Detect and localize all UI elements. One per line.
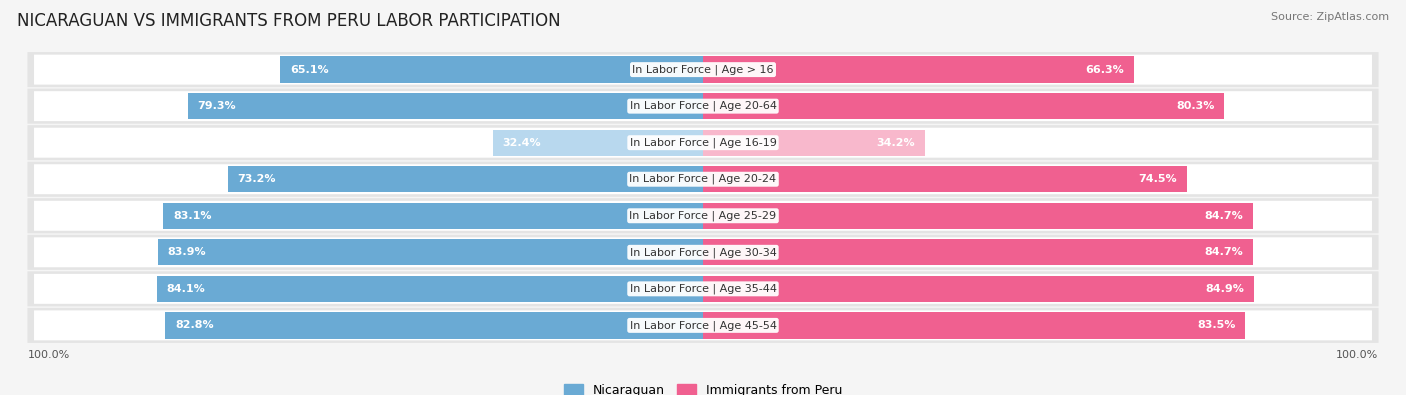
FancyBboxPatch shape [28,308,1378,343]
FancyBboxPatch shape [34,91,1372,121]
Text: 74.5%: 74.5% [1139,174,1177,184]
Text: 65.1%: 65.1% [290,65,329,75]
Bar [166,312,703,339]
Bar [703,130,925,156]
FancyBboxPatch shape [28,88,1378,124]
FancyBboxPatch shape [28,271,1378,307]
Bar [703,203,1253,229]
Text: In Labor Force | Age 20-64: In Labor Force | Age 20-64 [630,101,776,111]
Bar [703,93,1225,119]
Text: In Labor Force | Age 35-44: In Labor Force | Age 35-44 [630,284,776,294]
FancyBboxPatch shape [28,125,1378,160]
Text: 73.2%: 73.2% [238,174,276,184]
Legend: Nicaraguan, Immigrants from Peru: Nicaraguan, Immigrants from Peru [558,379,848,395]
Text: 84.1%: 84.1% [166,284,205,294]
Bar [280,56,703,83]
Text: 79.3%: 79.3% [198,101,236,111]
FancyBboxPatch shape [34,164,1372,194]
FancyBboxPatch shape [34,55,1372,85]
Bar [157,276,703,302]
Bar [703,239,1253,265]
FancyBboxPatch shape [28,52,1378,87]
Bar [492,130,703,156]
Text: 34.2%: 34.2% [877,138,915,148]
FancyBboxPatch shape [34,237,1372,267]
Text: 83.9%: 83.9% [167,247,207,257]
FancyBboxPatch shape [34,274,1372,304]
FancyBboxPatch shape [34,201,1372,231]
Text: 84.7%: 84.7% [1205,211,1243,221]
Text: 66.3%: 66.3% [1085,65,1123,75]
Bar [703,166,1187,192]
Bar [188,93,703,119]
Text: In Labor Force | Age 30-34: In Labor Force | Age 30-34 [630,247,776,258]
Bar [703,56,1133,83]
FancyBboxPatch shape [28,235,1378,270]
Text: In Labor Force | Age 25-29: In Labor Force | Age 25-29 [630,211,776,221]
Text: 32.4%: 32.4% [502,138,541,148]
Text: 83.5%: 83.5% [1197,320,1236,330]
Text: 84.9%: 84.9% [1206,284,1244,294]
FancyBboxPatch shape [34,310,1372,340]
Text: In Labor Force | Age 20-24: In Labor Force | Age 20-24 [630,174,776,184]
Text: In Labor Force | Age 45-54: In Labor Force | Age 45-54 [630,320,776,331]
Text: 83.1%: 83.1% [173,211,211,221]
Text: Source: ZipAtlas.com: Source: ZipAtlas.com [1271,12,1389,22]
Bar [703,312,1246,339]
Text: 100.0%: 100.0% [1336,350,1378,360]
FancyBboxPatch shape [28,162,1378,197]
Bar [228,166,703,192]
Text: 80.3%: 80.3% [1177,101,1215,111]
Text: In Labor Force | Age > 16: In Labor Force | Age > 16 [633,64,773,75]
FancyBboxPatch shape [34,128,1372,158]
Text: 100.0%: 100.0% [28,350,70,360]
Text: NICARAGUAN VS IMMIGRANTS FROM PERU LABOR PARTICIPATION: NICARAGUAN VS IMMIGRANTS FROM PERU LABOR… [17,12,561,30]
Bar [163,203,703,229]
Text: 82.8%: 82.8% [174,320,214,330]
Text: In Labor Force | Age 16-19: In Labor Force | Age 16-19 [630,137,776,148]
FancyBboxPatch shape [28,198,1378,233]
Bar [703,276,1254,302]
Bar [157,239,703,265]
Text: 84.7%: 84.7% [1205,247,1243,257]
